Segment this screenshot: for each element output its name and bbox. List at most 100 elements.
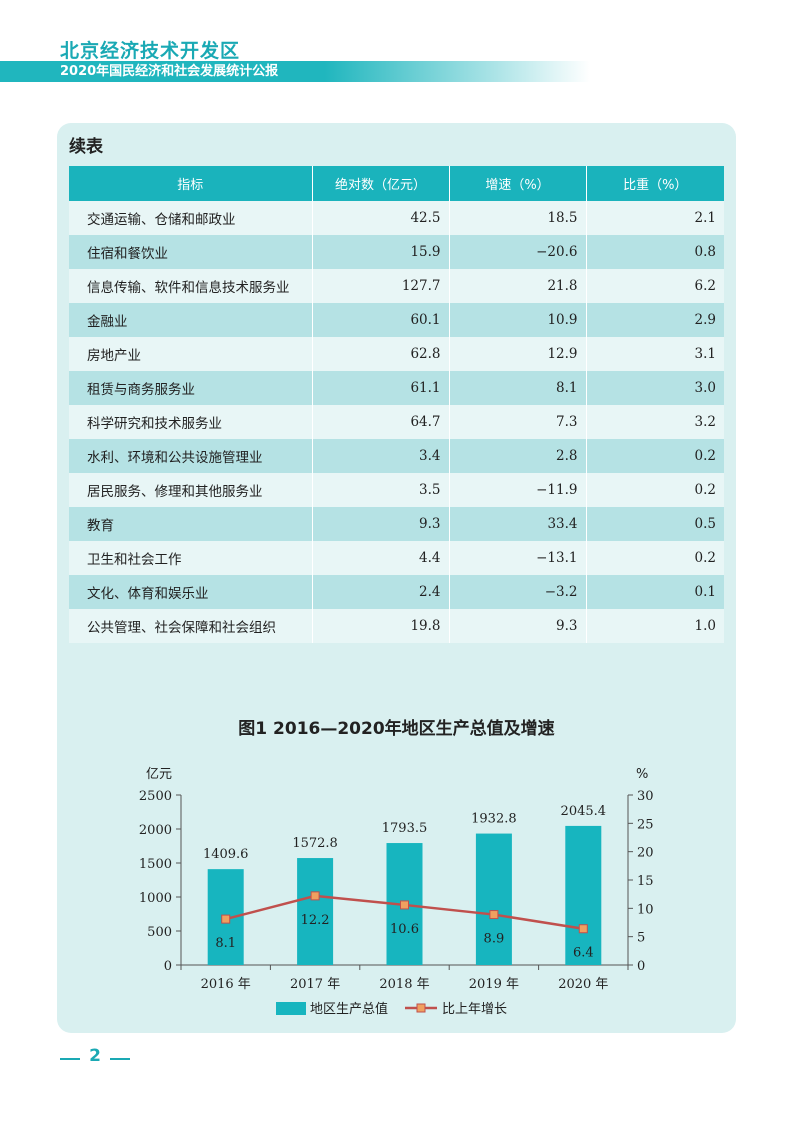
left-tick-label: 2000 <box>139 823 172 838</box>
left-tick-label: 0 <box>164 959 172 974</box>
line-marker <box>578 924 588 934</box>
cell-growth: 18.5 <box>449 201 587 235</box>
right-tick-label: 0 <box>637 959 645 974</box>
table-row: 信息传输、软件和信息技术服务业 127.7 21.8 6.2 <box>69 269 724 303</box>
line-marker <box>400 900 409 910</box>
table-row: 房地产业 62.8 12.9 3.1 <box>69 337 724 371</box>
bar-label: 1409.6 <box>203 847 249 862</box>
legend-bar-swatch <box>276 1002 306 1015</box>
table-row: 科学研究和技术服务业 64.7 7.3 3.2 <box>69 405 724 439</box>
table-row: 文化、体育和娱乐业 2.4 −3.2 0.1 <box>69 575 724 609</box>
table-row: 交通运输、仓储和邮政业 42.5 18.5 2.1 <box>69 201 724 235</box>
left-tick-label: 1000 <box>139 891 172 906</box>
table-row: 租赁与商务服务业 61.1 8.1 3.0 <box>69 371 724 405</box>
header-share: 比重（%） <box>586 166 724 201</box>
x-category-label: 2018 年 <box>379 977 429 992</box>
table-row: 卫生和社会工作 4.4 −13.1 0.2 <box>69 541 724 575</box>
page-dash-right <box>110 1058 130 1060</box>
cell-absolute: 64.7 <box>312 405 450 439</box>
cell-growth: 33.4 <box>449 507 587 541</box>
cell-share: 0.2 <box>586 473 724 507</box>
cell-indicator: 文化、体育和娱乐业 <box>69 575 313 609</box>
cell-absolute: 60.1 <box>312 303 450 337</box>
cell-share: 0.2 <box>586 439 724 473</box>
cell-growth: 21.8 <box>449 269 587 303</box>
legend-line-marker <box>416 1003 426 1013</box>
cell-indicator: 住宿和餐饮业 <box>69 235 313 269</box>
cell-growth: −13.1 <box>449 541 587 575</box>
cell-indicator: 金融业 <box>69 303 313 337</box>
industry-table: 指标 绝对数（亿元） 增速（%） 比重（%） 交通运输、仓储和邮政业 42.5 18… <box>69 166 724 643</box>
bar-label: 1572.8 <box>292 836 338 851</box>
cell-absolute: 2.4 <box>312 575 450 609</box>
table-row: 公共管理、社会保障和社会组织 19.8 9.3 1.0 <box>69 609 724 643</box>
x-category-label: 2020 年 <box>558 977 608 992</box>
line-label: 6.4 <box>573 946 594 961</box>
cell-indicator: 房地产业 <box>69 337 313 371</box>
cell-absolute: 19.8 <box>312 609 450 643</box>
cell-share: 6.2 <box>586 269 724 303</box>
cell-absolute: 3.5 <box>312 473 450 507</box>
cell-growth: −3.2 <box>449 575 587 609</box>
cell-absolute: 9.3 <box>312 507 450 541</box>
line-label: 12.2 <box>301 913 330 928</box>
legend-bar-label: 地区生产总值 <box>310 1001 388 1017</box>
right-tick-label: 25 <box>637 817 654 832</box>
left-tick-label: 2500 <box>139 789 172 804</box>
cell-absolute: 4.4 <box>312 541 450 575</box>
cell-indicator: 科学研究和技术服务业 <box>69 405 313 439</box>
x-category-label: 2016 年 <box>201 977 251 992</box>
cell-indicator: 教育 <box>69 507 313 541</box>
table-row: 教育 9.3 33.4 0.5 <box>69 507 724 541</box>
cell-share: 0.1 <box>586 575 724 609</box>
table-row: 居民服务、修理和其他服务业 3.5 −11.9 0.2 <box>69 473 724 507</box>
cell-indicator: 租赁与商务服务业 <box>69 371 313 405</box>
cell-absolute: 61.1 <box>312 371 450 405</box>
chart-title: 图1 2016—2020年地区生产总值及增速 <box>238 719 555 739</box>
table-row: 住宿和餐饮业 15.9 −20.6 0.8 <box>69 235 724 269</box>
cell-indicator: 信息传输、软件和信息技术服务业 <box>69 269 313 303</box>
cell-share: 3.1 <box>586 337 724 371</box>
table-caption: 续表 <box>69 137 103 157</box>
report-org-title: 北京经济技术开发区 <box>60 40 241 62</box>
line-label: 8.9 <box>484 932 505 947</box>
table-header-row: 指标 绝对数（亿元） 增速（%） 比重（%） <box>69 166 724 201</box>
cell-growth: 12.9 <box>449 337 587 371</box>
table-body: 交通运输、仓储和邮政业 42.5 18.5 2.1 住宿和餐饮业 15.9 −20.6 0.8… <box>69 201 724 643</box>
cell-share: 0.8 <box>586 235 724 269</box>
header-growth: 增速（%） <box>449 166 587 201</box>
cell-share: 0.2 <box>586 541 724 575</box>
cell-share: 2.9 <box>586 303 724 337</box>
cell-indicator: 居民服务、修理和其他服务业 <box>69 473 313 507</box>
right-tick-label: 30 <box>637 789 654 804</box>
cell-growth: 8.1 <box>449 371 587 405</box>
cell-growth: −20.6 <box>449 235 587 269</box>
line-label: 10.6 <box>390 922 419 937</box>
cell-share: 3.2 <box>586 405 724 439</box>
cell-share: 0.5 <box>586 507 724 541</box>
bar-label: 1793.5 <box>382 821 428 836</box>
cell-absolute: 42.5 <box>312 201 450 235</box>
cell-indicator: 卫生和社会工作 <box>69 541 313 575</box>
legend-line-label: 比上年增长 <box>442 1002 507 1017</box>
bar-label: 2045.4 <box>561 804 607 819</box>
bar-gdp <box>297 858 334 965</box>
right-tick-label: 15 <box>637 874 654 889</box>
cell-share: 3.0 <box>586 371 724 405</box>
cell-share: 2.1 <box>586 201 724 235</box>
x-category-label: 2019 年 <box>469 977 519 992</box>
header-absolute: 绝对数（亿元） <box>312 166 450 201</box>
cell-absolute: 127.7 <box>312 269 450 303</box>
cell-indicator: 公共管理、社会保障和社会组织 <box>69 609 313 643</box>
cell-absolute: 15.9 <box>312 235 450 269</box>
cell-indicator: 水利、环境和公共设施管理业 <box>69 439 313 473</box>
cell-growth: −11.9 <box>449 473 587 507</box>
right-tick-label: 10 <box>637 902 654 917</box>
bar-label: 1932.8 <box>471 812 517 827</box>
cell-absolute: 3.4 <box>312 439 450 473</box>
table-row: 水利、环境和公共设施管理业 3.4 2.8 0.2 <box>69 439 724 473</box>
x-category-label: 2017 年 <box>290 977 340 992</box>
header-band <box>0 61 590 82</box>
cell-indicator: 交通运输、仓储和邮政业 <box>69 201 313 235</box>
